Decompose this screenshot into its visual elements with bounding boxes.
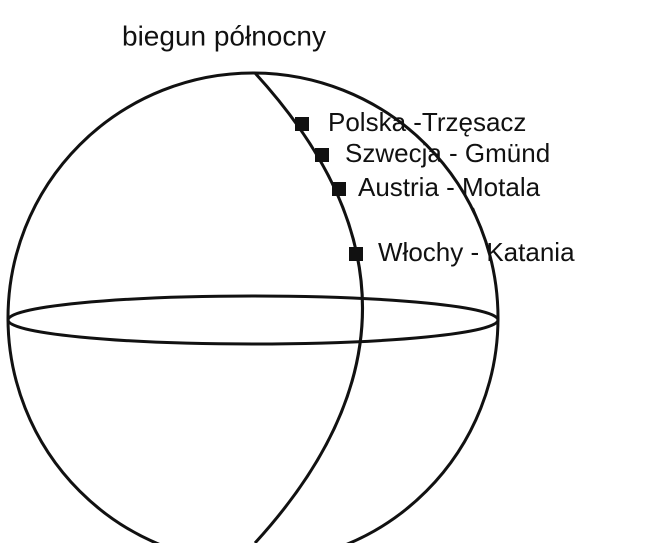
point-label: Szwecja - Gmünd [345, 138, 550, 168]
tick-mark [473, 208, 481, 228]
marker [315, 148, 329, 162]
title: biegun północny [122, 20, 326, 51]
marker [349, 247, 363, 261]
marker [295, 117, 309, 131]
equator [8, 296, 498, 344]
globe-diagram: biegun północny Polska -TrzęsaczSzwecja … [0, 0, 646, 543]
point-label: Włochy - Katania [378, 237, 575, 267]
point-label: Polska -Trzęsacz [328, 107, 526, 137]
marker [332, 182, 346, 196]
point-label: Austria - Motala [358, 172, 541, 202]
